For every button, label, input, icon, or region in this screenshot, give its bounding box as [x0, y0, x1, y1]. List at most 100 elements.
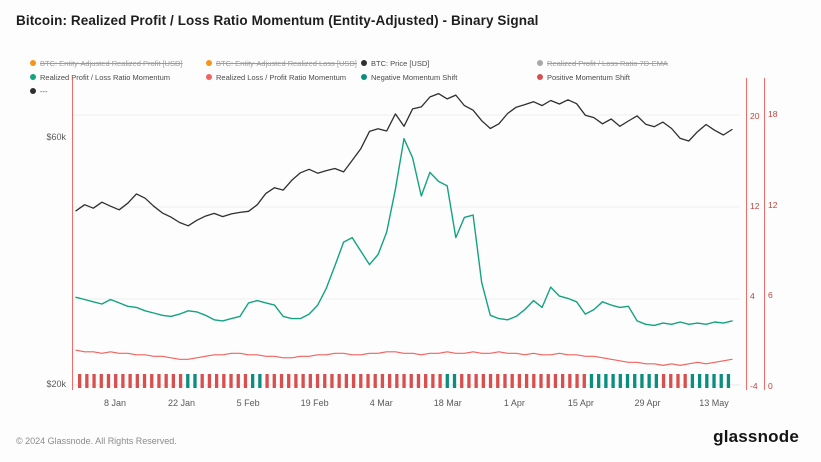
negative-momentum-bar: [611, 374, 615, 388]
negative-momentum-bar: [690, 374, 695, 388]
positive-momentum-bar: [92, 374, 96, 388]
positive-momentum-bar: [114, 374, 118, 388]
legend-label: Negative Momentum Shift: [371, 72, 458, 82]
legend-row-2: Realized Profit / Loss Ratio Momentum Re…: [30, 70, 668, 84]
legend-dot-btc-price: [361, 60, 367, 66]
negative-momentum-bar: [618, 374, 622, 388]
positive-momentum-bar: [560, 374, 565, 388]
y-axis-label-momentum: 20: [750, 111, 760, 121]
page-title: Bitcoin: Realized Profit / Loss Ratio Mo…: [16, 13, 539, 28]
legend-item-overflow[interactable]: ---: [30, 87, 48, 96]
positive-momentum-bar: [524, 374, 529, 388]
positive-momentum-bar: [568, 374, 572, 388]
positive-momentum-bar: [460, 374, 464, 388]
series-line-ratio: [75, 349, 733, 366]
negative-momentum-bar: [193, 374, 197, 388]
positive-momentum-bar: [669, 374, 673, 388]
legend-item-profit-loss-momentum[interactable]: Realized Profit / Loss Ratio Momentum: [30, 73, 206, 82]
positive-momentum-bar: [272, 374, 276, 388]
legend-item-btc-price[interactable]: BTC: Price [USD]: [361, 59, 537, 68]
glassnode-logo: glassnode: [713, 427, 799, 446]
legend-dot-profit-loss-momentum: [30, 74, 36, 80]
y-axis-label-momentum: 12: [750, 201, 760, 211]
positive-momentum-bar: [200, 374, 204, 388]
negative-momentum-bar: [697, 374, 702, 388]
positive-momentum-bar: [222, 374, 226, 388]
positive-momentum-bar: [510, 374, 514, 388]
positive-momentum-bar: [517, 374, 522, 388]
positive-momentum-bar: [265, 374, 269, 388]
y-axis-label-ratio: 18: [768, 109, 778, 119]
legend-item-realized-profit[interactable]: BTC: Entity-Adjusted Realized Profit [US…: [30, 59, 206, 68]
x-axis-label: 18 Mar: [433, 398, 462, 408]
legend-dot-loss-profit-momentum: [206, 74, 212, 80]
legend-dot-ratio-ema: [537, 60, 543, 66]
positive-momentum-bar: [106, 374, 111, 388]
legend-item-ratio-ema[interactable]: Realized Profit / Loss Ratio 7D-EMA: [537, 59, 668, 68]
right-axis-line-momentum: [746, 78, 747, 390]
positive-momentum-bar: [287, 374, 291, 388]
positive-momentum-bar: [380, 374, 385, 388]
positive-momentum-bar: [308, 374, 312, 388]
legend: BTC: Entity-Adjusted Realized Profit [US…: [30, 56, 668, 98]
positive-momentum-bar: [243, 374, 248, 388]
positive-momentum-bar: [438, 374, 442, 388]
legend-dot-realized-loss: [206, 60, 212, 66]
positive-momentum-bar: [78, 374, 82, 388]
y-axis-label-price: $60k: [46, 132, 66, 142]
negative-momentum-bar: [258, 374, 262, 388]
chart-canvas[interactable]: [72, 78, 748, 394]
y-axis-label-momentum: -4: [750, 381, 758, 391]
positive-momentum-bar: [546, 374, 550, 388]
legend-label: BTC: Entity-Adjusted Realized Loss [USD]: [216, 58, 357, 68]
positive-momentum-bar: [214, 374, 219, 388]
legend-label: Realized Profit / Loss Ratio Momentum: [40, 72, 171, 82]
positive-momentum-bar: [128, 374, 132, 388]
positive-momentum-bar: [229, 374, 233, 388]
legend-item-positive-shift[interactable]: Positive Momentum Shift: [537, 73, 668, 82]
positive-momentum-bar: [553, 374, 558, 388]
positive-momentum-bar: [315, 374, 320, 388]
negative-momentum-bar: [445, 374, 449, 388]
positive-momentum-bar: [539, 374, 543, 388]
y-axis-label-ratio: 6: [768, 290, 773, 301]
negative-momentum-bar: [712, 374, 716, 388]
negative-momentum-bar: [654, 374, 658, 388]
positive-momentum-bar: [323, 374, 327, 388]
positive-momentum-bar: [467, 374, 471, 388]
positive-momentum-bar: [488, 374, 493, 388]
positive-momentum-bar: [344, 374, 349, 388]
y-axis-label-momentum: 4: [750, 291, 755, 301]
legend-item-loss-profit-momentum[interactable]: Realized Loss / Profit Ratio Momentum: [206, 73, 361, 82]
positive-momentum-bar: [409, 374, 413, 388]
positive-momentum-bar: [481, 374, 485, 388]
positive-momentum-bar: [351, 374, 356, 388]
positive-momentum-bar: [366, 374, 370, 388]
negative-momentum-bar: [625, 374, 630, 388]
x-axis-label: 4 Mar: [369, 398, 393, 408]
positive-momentum-bar: [85, 374, 89, 388]
legend-label: Positive Momentum Shift: [547, 72, 630, 82]
positive-momentum-bar: [294, 374, 298, 388]
x-axis-label: 22 Jan: [168, 398, 196, 408]
positive-momentum-bar: [236, 374, 240, 388]
legend-item-realized-loss[interactable]: BTC: Entity-Adjusted Realized Loss [USD]: [206, 59, 361, 68]
y-axis-label-price: $20k: [46, 379, 66, 389]
negative-momentum-bar: [726, 374, 731, 388]
legend-item-negative-shift[interactable]: Negative Momentum Shift: [361, 73, 537, 82]
x-axis-label: 29 Apr: [634, 398, 661, 408]
positive-momentum-bar: [424, 374, 428, 388]
positive-momentum-bar: [207, 374, 212, 388]
right-axis-line-ratio: [764, 78, 765, 390]
positive-momentum-bar: [178, 374, 183, 388]
x-axis-label: 8 Jan: [103, 398, 127, 408]
legend-row-3: ---: [30, 84, 668, 98]
x-axis-label: 1 Apr: [503, 398, 525, 408]
negative-momentum-bar: [705, 374, 709, 388]
legend-label: Realized Profit / Loss Ratio 7D-EMA: [547, 58, 668, 68]
copyright-text: © 2024 Glassnode. All Rights Reserved.: [16, 436, 177, 446]
negative-momentum-bar: [647, 374, 651, 388]
positive-momentum-bar: [359, 374, 363, 388]
positive-momentum-bar: [402, 374, 406, 388]
